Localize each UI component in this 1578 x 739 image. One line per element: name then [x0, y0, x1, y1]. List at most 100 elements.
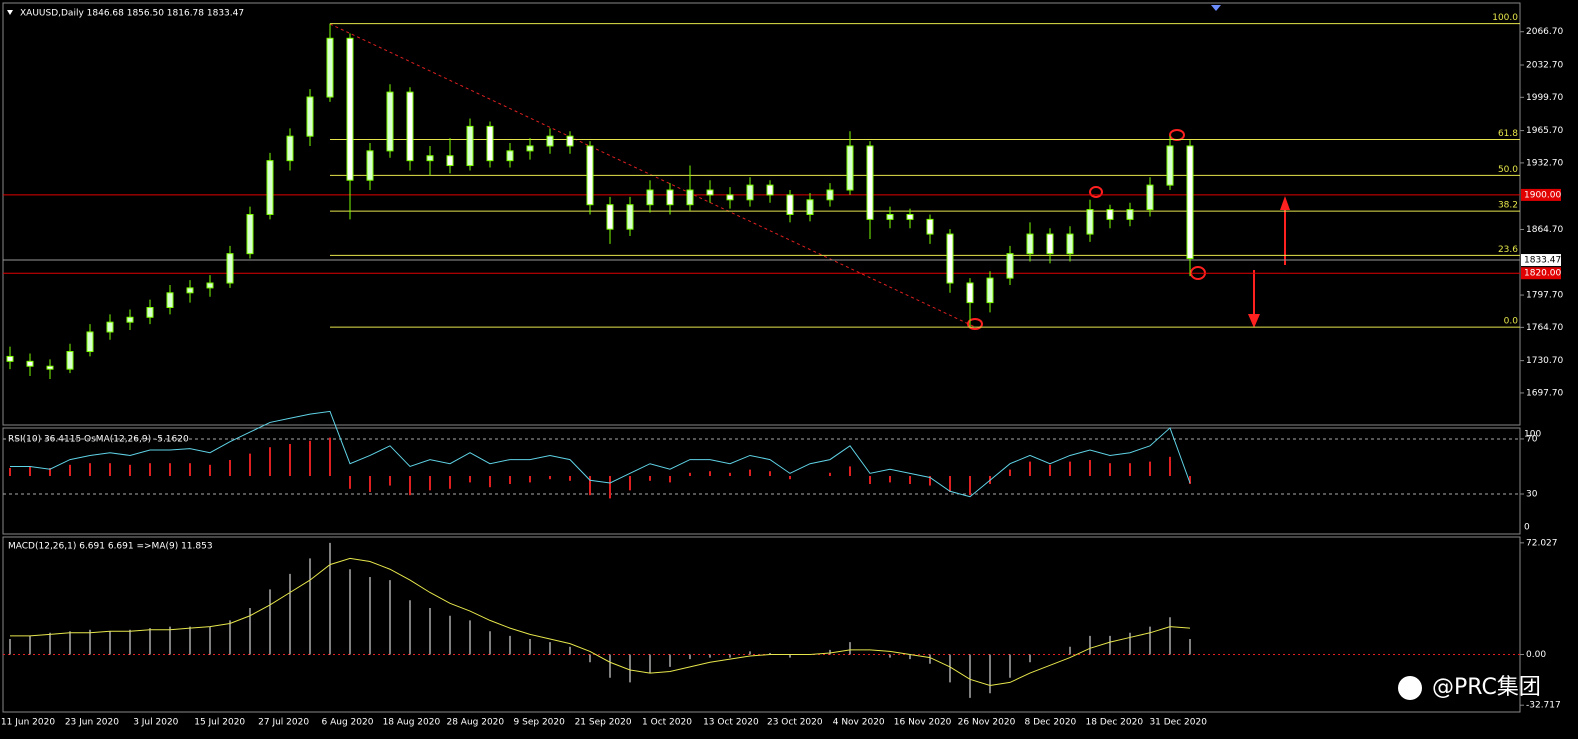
fib-label: 50.0 — [1498, 165, 1518, 175]
marker-circle — [1089, 186, 1103, 198]
candle-body — [666, 189, 674, 206]
fib-label: 23.6 — [1498, 245, 1518, 255]
fib-label: 61.8 — [1498, 129, 1518, 139]
candle-body — [486, 125, 494, 162]
candle-body — [526, 145, 534, 152]
candle-body — [806, 199, 814, 215]
candle-body — [986, 277, 994, 304]
candle-body — [506, 150, 514, 162]
fib-label: 100.0 — [1492, 13, 1518, 23]
x-tick-label: 6 Aug 2020 — [322, 718, 374, 728]
x-tick-label: 23 Oct 2020 — [767, 718, 823, 728]
candle-body — [346, 37, 354, 181]
candle-body — [566, 135, 574, 147]
x-tick-label: 18 Dec 2020 — [1086, 718, 1144, 728]
marker-circle — [967, 318, 983, 330]
candle-body — [746, 184, 754, 201]
candle-body — [726, 194, 734, 201]
candle-body — [926, 218, 934, 235]
level-label: 1900.00 — [1524, 190, 1561, 200]
rsi-panel — [2, 427, 1521, 535]
candle-body — [206, 282, 214, 289]
candle-body — [1186, 145, 1194, 260]
x-tick-label: 15 Jul 2020 — [194, 718, 245, 728]
y-tick-label: 72.027 — [1526, 538, 1558, 548]
candle-body — [286, 135, 294, 162]
candle-body — [886, 213, 894, 220]
y-tick-label: 1764.70 — [1526, 323, 1563, 333]
candle-body — [366, 150, 374, 181]
x-tick-label: 4 Nov 2020 — [833, 718, 885, 728]
signal-line — [10, 557, 1191, 687]
candle-body — [866, 145, 874, 220]
fib-label: 0.0 — [1504, 317, 1519, 327]
candle-body — [226, 253, 234, 284]
price-title: XAUUSD,Daily 1846.68 1856.50 1816.78 183… — [20, 9, 244, 19]
x-tick-label: 31 Dec 2020 — [1149, 718, 1207, 728]
x-tick-label: 23 Jun 2020 — [65, 718, 119, 728]
watermark-logo — [1398, 676, 1422, 700]
candle-body — [1126, 209, 1134, 220]
candle-body — [6, 355, 14, 362]
rsi-top-label: 100 — [1524, 430, 1541, 440]
candle-body — [586, 145, 594, 206]
level-label: 1820.00 — [1524, 269, 1561, 279]
candle-body — [186, 287, 194, 294]
y-tick-label: -32.717 — [1526, 701, 1561, 711]
candle-body — [846, 145, 854, 191]
candle-body — [606, 204, 614, 230]
candle-body — [326, 37, 334, 98]
x-tick-label: 9 Sep 2020 — [514, 718, 566, 728]
x-tick-label: 1 Oct 2020 — [642, 718, 692, 728]
candle-body — [1146, 184, 1154, 211]
candle-body — [146, 306, 154, 318]
candle-body — [546, 135, 554, 147]
candle-body — [826, 189, 834, 201]
candle-body — [626, 204, 634, 230]
candle-body — [966, 282, 974, 304]
candle-body — [466, 125, 474, 167]
candle-body — [406, 91, 414, 162]
candle-body — [126, 316, 134, 323]
y-tick-label: 1965.70 — [1526, 126, 1563, 136]
x-tick-label: 28 Aug 2020 — [446, 718, 504, 728]
candle-body — [1106, 209, 1114, 220]
y-tick-label: 1932.70 — [1526, 158, 1563, 168]
price-panel — [2, 2, 1521, 426]
candle-body — [426, 155, 434, 162]
current-price-box — [1521, 254, 1561, 267]
candle-body — [86, 331, 94, 353]
current-price-label: 1833.47 — [1524, 256, 1561, 266]
x-tick-label: 21 Sep 2020 — [575, 718, 632, 728]
candle-body — [46, 365, 54, 370]
down-arrow-head — [1248, 314, 1260, 328]
candle-body — [906, 213, 914, 220]
y-tick-label: 2066.70 — [1526, 27, 1563, 37]
candle-body — [1066, 233, 1074, 255]
candle-body — [246, 213, 254, 255]
x-tick-label: 8 Dec 2020 — [1025, 718, 1077, 728]
macd-panel — [2, 536, 1521, 713]
candle-body — [166, 292, 174, 308]
shift-marker — [1211, 5, 1221, 11]
candle-body — [646, 189, 654, 206]
candle-body — [686, 189, 694, 206]
x-tick-label: 16 Nov 2020 — [894, 718, 952, 728]
x-tick-label: 11 Jun 2020 — [1, 718, 55, 728]
candle-body — [766, 184, 774, 196]
candle-body — [266, 160, 274, 215]
y-tick-label: 2032.70 — [1526, 61, 1563, 71]
x-tick-label: 3 Jul 2020 — [133, 718, 178, 728]
candle-body — [26, 360, 34, 367]
x-tick-label: 18 Aug 2020 — [383, 718, 441, 728]
y-tick-label: 1797.70 — [1526, 291, 1563, 301]
candle-body — [786, 194, 794, 215]
level-label-box — [1521, 267, 1561, 280]
y-tick-label: 0.00 — [1526, 650, 1546, 660]
y-tick-label: 30 — [1526, 490, 1538, 500]
candle-body — [1026, 233, 1034, 255]
candle-body — [946, 233, 954, 284]
candle-body — [1006, 253, 1014, 279]
y-tick-label: 1999.70 — [1526, 93, 1563, 103]
